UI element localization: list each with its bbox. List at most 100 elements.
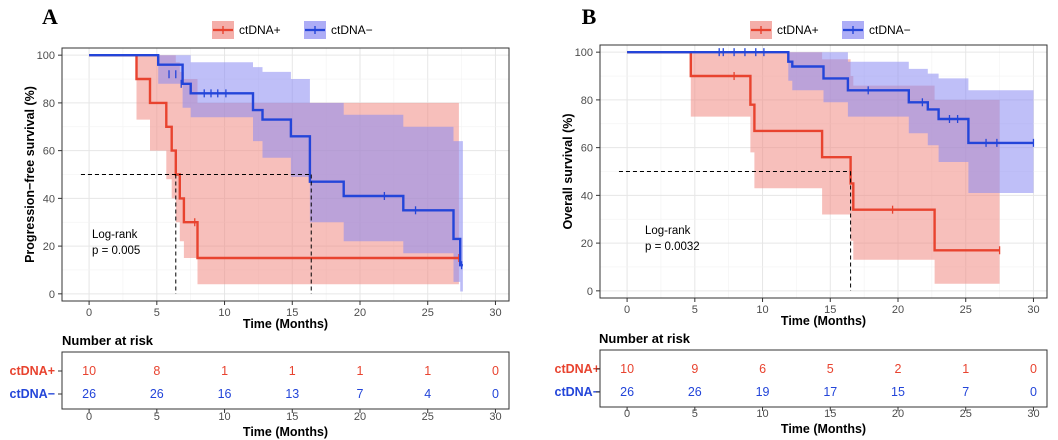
risk-count-neg: 26 — [150, 387, 164, 401]
legend-label-pos: ctDNA+ — [777, 23, 819, 37]
risk-table-frame — [599, 349, 1048, 408]
logrank-label: Log-rank — [92, 229, 138, 241]
y-tick-label: 80 — [581, 95, 593, 107]
x-tick-label: 5 — [154, 307, 160, 319]
risk-count-pos: 10 — [620, 362, 634, 376]
logrank-label: Log-rank — [645, 225, 691, 237]
risk-count-neg: 19 — [756, 385, 770, 399]
legend-label-neg: ctDNA− — [331, 23, 373, 37]
survival-curve-neg — [89, 54, 463, 267]
risk-count-neg: 16 — [218, 387, 232, 401]
plot-border — [61, 47, 510, 302]
risk-x-tick-label: 15 — [286, 411, 298, 423]
legend-label-neg: ctDNA− — [869, 23, 911, 37]
x-axis-title: Time (Months) — [781, 314, 866, 328]
risk-count-pos: 0 — [1030, 362, 1037, 376]
risk-x-tick-label: 25 — [422, 411, 434, 423]
x-tick-label: 25 — [960, 304, 972, 316]
risk-count-neg: 26 — [82, 387, 96, 401]
risk-x-tick-label: 20 — [354, 411, 366, 423]
y-tick-label: 0 — [49, 289, 55, 301]
risk-table-frame — [61, 351, 510, 410]
risk-x-tick-label: 10 — [756, 408, 768, 420]
risk-x-axis-title: Time (Months) — [781, 422, 866, 436]
panel-letter: B — [582, 4, 597, 29]
risk-count-pos: 2 — [895, 362, 902, 376]
plot-area: 0 5 10 15 20 25 30 0 20 40 60 80 100 — [575, 44, 1048, 316]
risk-count-neg: 0 — [1030, 385, 1037, 399]
legend: ctDNA+ ctDNA− — [212, 21, 373, 39]
panel-letter: A — [42, 4, 58, 29]
risk-x-tick-label: 30 — [489, 411, 501, 423]
y-tick-label: 100 — [37, 50, 55, 62]
risk-count-pos: 1 — [357, 364, 364, 378]
y-axis-title: Overall survival (%) — [561, 113, 575, 229]
x-tick-label: 5 — [692, 304, 698, 316]
risk-count-pos: 6 — [759, 362, 766, 376]
plot-area: 0 5 10 15 20 25 30 0 20 40 60 80 100 — [37, 47, 510, 319]
risk-table-title: Number at risk — [599, 331, 691, 346]
risk-count-neg: 7 — [962, 385, 969, 399]
risk-count-pos: 0 — [492, 364, 499, 378]
ci-band-neg — [89, 55, 463, 292]
risk-x-axis-title: Time (Months) — [243, 425, 328, 439]
risk-x-tick-label: 0 — [624, 408, 630, 420]
y-tick-label: 20 — [43, 241, 55, 253]
risk-count-neg: 26 — [688, 385, 702, 399]
risk-x-tick-label: 15 — [824, 408, 836, 420]
x-tick-label: 20 — [892, 304, 904, 316]
risk-x-tick-label: 0 — [86, 411, 92, 423]
survival-curve-pos — [89, 54, 459, 260]
x-tick-label: 25 — [422, 307, 434, 319]
risk-count-pos: 1 — [962, 362, 969, 376]
legend-label-pos: ctDNA+ — [239, 23, 281, 37]
survival-curve-neg — [627, 51, 1034, 145]
x-tick-label: 0 — [86, 307, 92, 319]
risk-count-neg: 13 — [285, 387, 299, 401]
logrank-pvalue: p = 0.0032 — [645, 241, 700, 253]
risk-count-neg: 7 — [357, 387, 364, 401]
legend: ctDNA+ ctDNA− — [750, 21, 911, 39]
risk-count-neg: 4 — [424, 387, 431, 401]
y-tick-label: 80 — [43, 98, 55, 110]
x-tick-label: 10 — [756, 304, 768, 316]
x-tick-label: 20 — [354, 307, 366, 319]
y-tick-label: 40 — [43, 193, 55, 205]
risk-x-tick-label: 25 — [960, 408, 972, 420]
y-tick-label: 60 — [43, 146, 55, 158]
risk-row-label-pos: ctDNA+ — [555, 362, 601, 376]
risk-count-pos: 5 — [827, 362, 834, 376]
risk-x-tick-label: 30 — [1027, 408, 1039, 420]
risk-count-pos: 1 — [424, 364, 431, 378]
x-tick-label: 15 — [824, 304, 836, 316]
risk-count-pos: 10 — [82, 364, 96, 378]
risk-count-neg: 15 — [891, 385, 905, 399]
risk-count-neg: 26 — [620, 385, 634, 399]
x-tick-label: 30 — [1027, 304, 1039, 316]
logrank-pvalue: p = 0.005 — [92, 245, 140, 257]
risk-count-neg: 0 — [492, 387, 499, 401]
y-tick-label: 0 — [587, 286, 593, 298]
y-tick-label: 60 — [581, 143, 593, 155]
risk-row-label-neg: ctDNA− — [555, 385, 601, 399]
risk-count-pos: 1 — [289, 364, 296, 378]
x-tick-label: 15 — [286, 307, 298, 319]
x-tick-label: 10 — [218, 307, 230, 319]
risk-row-label-neg: ctDNA− — [10, 387, 56, 401]
plot-border — [599, 44, 1048, 299]
survival-curve-pos — [627, 51, 1000, 252]
y-axis-title: Progression−free survival (%) — [23, 86, 37, 263]
x-axis-title: Time (Months) — [243, 317, 328, 331]
y-tick-label: 100 — [575, 47, 593, 59]
risk-count-pos: 9 — [691, 362, 698, 376]
risk-x-tick-label: 5 — [692, 408, 698, 420]
risk-x-tick-label: 20 — [892, 408, 904, 420]
risk-count-pos: 8 — [153, 364, 160, 378]
ci-band-neg — [627, 52, 1034, 194]
risk-count-neg: 17 — [823, 385, 837, 399]
